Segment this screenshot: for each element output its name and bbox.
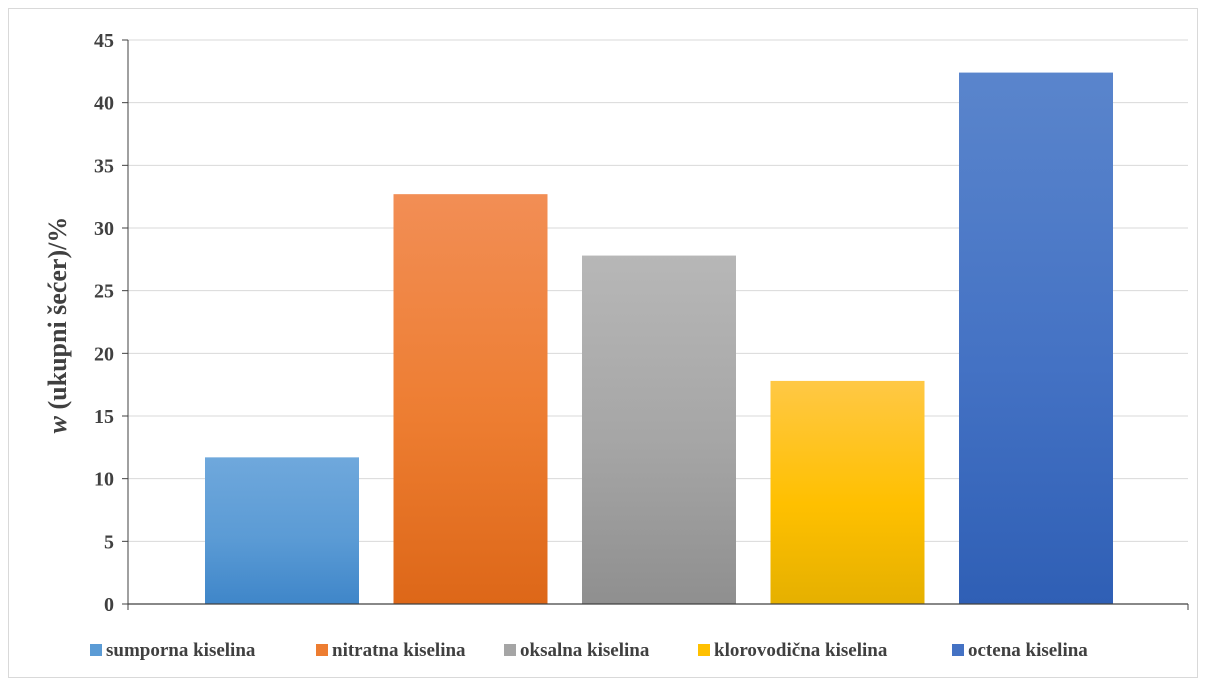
legend-label: oksalna kiselina bbox=[520, 640, 650, 661]
y-tick-label: 40 bbox=[94, 93, 114, 115]
y-axis-title-text: (ukupni šećer)/% bbox=[43, 217, 72, 416]
y-tick-labels: 0 5 10 15 20 25 30 35 40 45 bbox=[94, 30, 114, 616]
y-tick-label: 15 bbox=[94, 406, 114, 428]
axes bbox=[122, 39, 1189, 610]
legend-swatch bbox=[316, 644, 328, 656]
legend-swatch bbox=[90, 644, 102, 656]
legend-label: klorovodična kiselina bbox=[714, 640, 888, 661]
y-tick-label: 10 bbox=[94, 469, 114, 491]
bar-klorovodična-kiselina bbox=[770, 380, 925, 604]
legend-label: sumporna kiselina bbox=[106, 640, 256, 661]
legend-label: nitratna kiselina bbox=[332, 640, 466, 661]
legend-swatch bbox=[698, 644, 710, 656]
y-tick-label: 5 bbox=[104, 531, 114, 553]
bar-sumporna-kiselina bbox=[205, 457, 359, 604]
y-axis-title-variable: w bbox=[43, 415, 72, 433]
y-tick-label: 35 bbox=[94, 155, 114, 177]
legend-swatch bbox=[504, 644, 516, 656]
y-axis-title: w (ukupni šećer)/% bbox=[43, 217, 72, 434]
y-tick-label: 45 bbox=[94, 30, 114, 52]
y-tick-label: 20 bbox=[94, 343, 114, 365]
bar-oksalna-kiselina bbox=[582, 255, 736, 604]
legend-label: octena kiselina bbox=[968, 640, 1088, 661]
bars bbox=[205, 72, 1113, 604]
y-tick-label: 25 bbox=[94, 281, 114, 303]
legend: sumporna kiselina nitratna kiselina oksaln… bbox=[90, 640, 1088, 661]
y-tick-label: 30 bbox=[94, 218, 114, 240]
bar-nitratna-kiselina bbox=[393, 194, 548, 604]
bar-octena-kiselina bbox=[959, 72, 1113, 604]
y-tick-label: 0 bbox=[104, 594, 114, 616]
legend-swatch bbox=[952, 644, 964, 656]
